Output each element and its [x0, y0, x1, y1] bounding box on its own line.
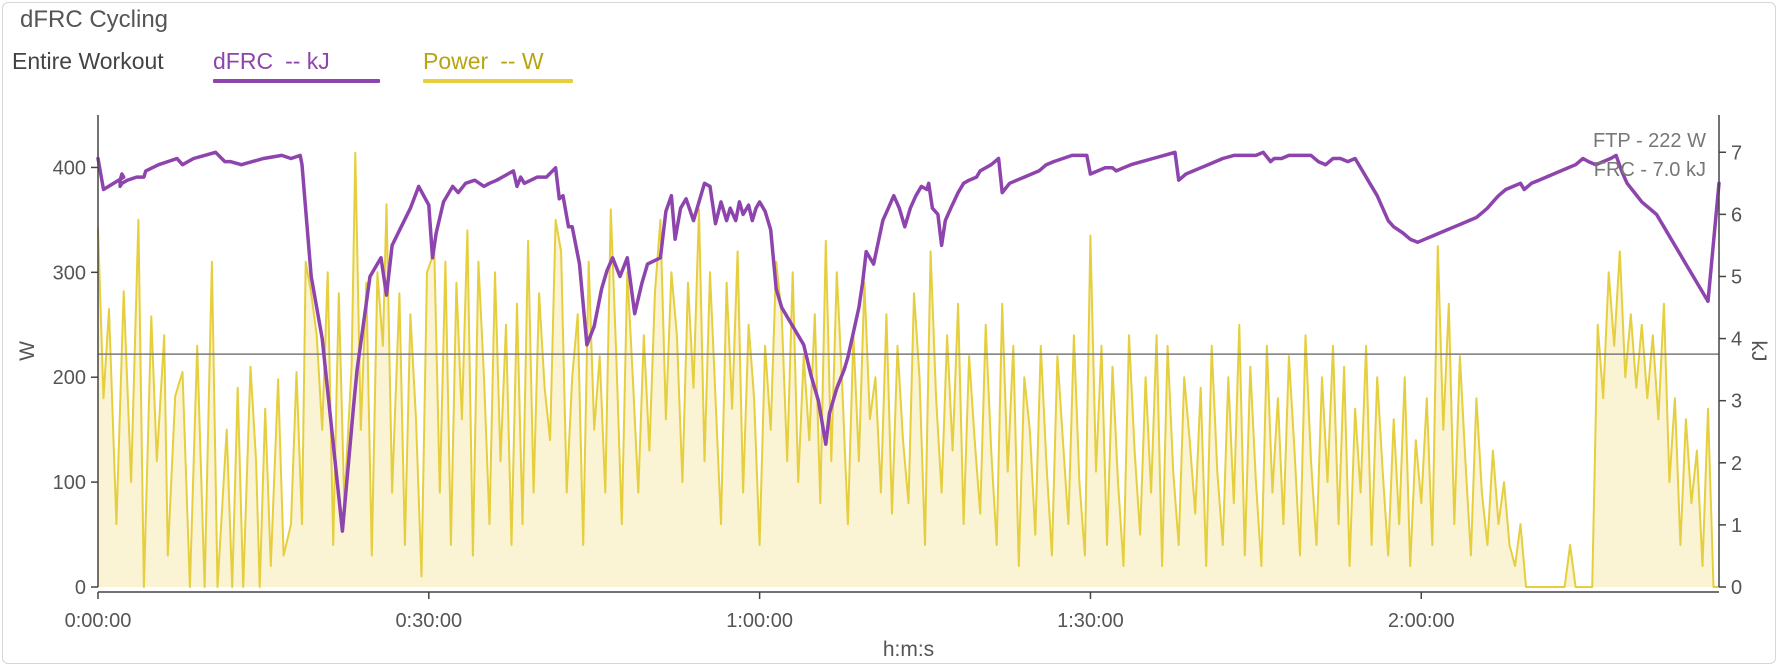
dfrc-line [96, 150, 1721, 533]
x-tick-label: 1:30:00 [1057, 610, 1124, 632]
y-right-tick-label: 4 [1731, 329, 1742, 351]
y-right-tick-label: 5 [1731, 266, 1742, 288]
y-right-tick-label: 2 [1731, 453, 1742, 475]
axes: 0 100 200 300 400 0 1 2 3 4 5 6 7 0:00:00 0:30:00 1:00:… [53, 115, 1742, 632]
x-tick-label: 1:00:00 [726, 610, 793, 632]
y-left-tick-label: 400 [53, 157, 86, 179]
legend-dfrc-value: -- kJ [285, 48, 330, 74]
scope-selector[interactable]: Entire Workout [12, 48, 164, 74]
annotation-frc: FRC - 7.0 kJ [1594, 159, 1706, 181]
x-axis-label: h:m:s [883, 638, 934, 661]
legend-dfrc-swatch [213, 79, 380, 83]
y-right-tick-label: 0 [1731, 577, 1742, 599]
chart-title: dFRC Cycling [20, 6, 169, 33]
y-left-tick-label: 0 [75, 577, 86, 599]
dfrc-series [96, 150, 1721, 533]
y-right-tick-label: 6 [1731, 204, 1742, 226]
legend-power-name: Power [423, 48, 489, 74]
annotation-ftp: FTP - 222 W [1593, 130, 1706, 152]
x-tick-label: 2:00:00 [1388, 610, 1455, 632]
power-line [97, 151, 1719, 588]
x-tick-label: 0:30:00 [395, 610, 462, 632]
y-left-tick-label: 300 [53, 262, 86, 284]
y-right-tick-label: 1 [1731, 515, 1742, 537]
power-series [97, 151, 1719, 588]
legend-item-power[interactable]: Power -- W [423, 48, 573, 83]
power-area [98, 152, 1719, 588]
legend-dfrc-name: dFRC [213, 48, 274, 74]
y-right-tick-label: 7 [1731, 142, 1742, 164]
legend-item-dfrc[interactable]: dFRC -- kJ [213, 48, 380, 83]
y-axis-left-label: W [16, 341, 39, 361]
y-right-tick-label: 3 [1731, 391, 1742, 413]
y-axis-right-label: kJ [1747, 341, 1770, 362]
y-left-tick-label: 100 [53, 472, 86, 494]
y-left-tick-label: 200 [53, 367, 86, 389]
legend-power-value: -- W [500, 48, 544, 74]
legend-power-swatch [423, 79, 573, 83]
x-tick-label: 0:00:00 [65, 610, 132, 632]
